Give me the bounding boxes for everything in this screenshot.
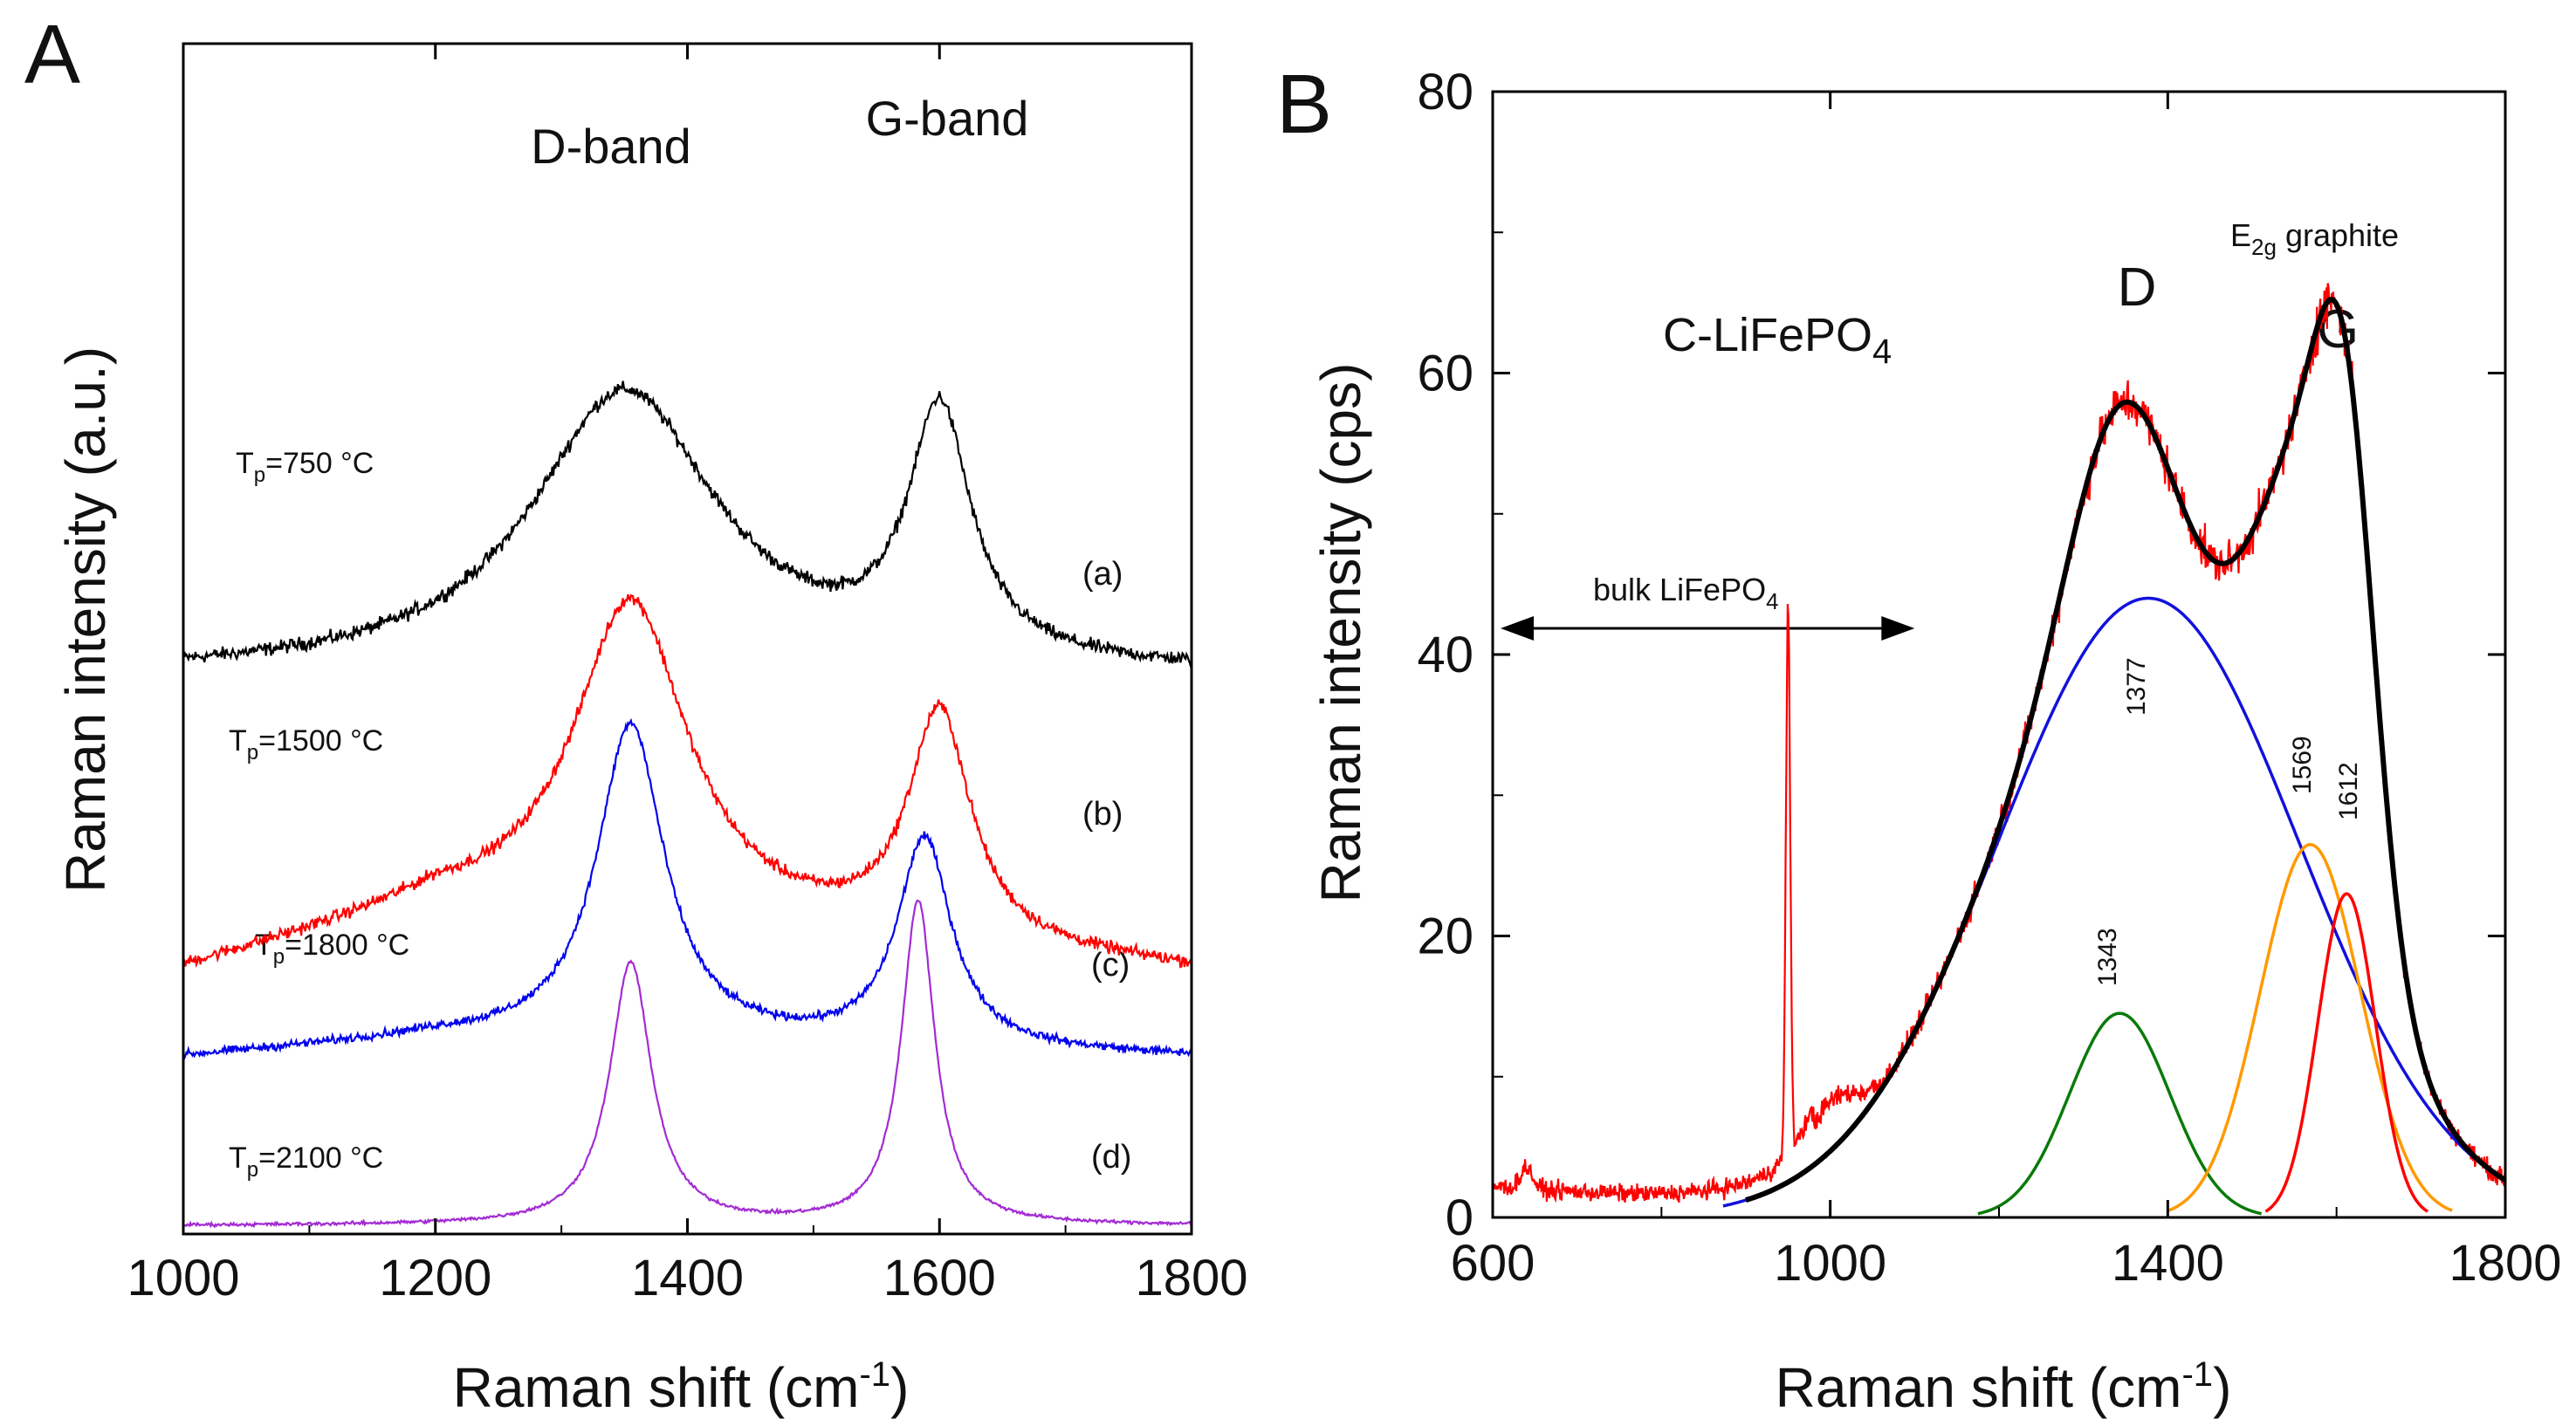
panel-a-letter: A [24,8,80,101]
panel-b-y-tick-label: 80 [1417,64,1473,120]
panel-a-x-tick-label: 1000 [127,1250,239,1306]
panel-a-series [182,380,1193,1229]
panel-a-x-tick-label: 1200 [379,1250,491,1306]
panel-b-x-tick-label: 600 [1451,1235,1535,1292]
panel-a: A Raman intensity (a.u.) Raman shift (cm… [24,8,1248,1419]
panel-a-series-line-2 [182,593,1193,969]
panel-a-x-tick-label: 1600 [883,1250,996,1306]
panel-a-series-line-4 [182,899,1192,1229]
panel-a-temp-label-c: Tp=1800 °C [255,929,409,969]
panel-a-x-axis-title-main: Raman shift (cm [453,1356,860,1419]
panel-a-d-band-label: D-band [531,119,691,174]
panel-b-component-1343 [1977,1011,2262,1216]
panel-b-component-1612 [2264,892,2429,1213]
panel-a-curve-label-d: (d) [1091,1139,1131,1176]
panel-a-x-axis-title-close: ) [890,1356,909,1419]
panel-b-x-tick-label: 1400 [2112,1235,2224,1292]
panel-a-series-line-1 [182,380,1193,669]
panel-b-y-tick-label: 0 [1446,1189,1473,1246]
panel-b-peak-label-1343: 1343 [2093,928,2122,986]
panel-b-x-axis-title-main: Raman shift (cm [1776,1356,2182,1419]
panel-b-y-tick-label: 60 [1417,346,1473,402]
panel-b: B Raman intensity (cps) Raman shift (cm-… [1276,58,2562,1419]
panel-b-component-1569 [2167,842,2453,1212]
panel-b-x-tick-label: 1000 [1774,1235,1886,1292]
panel-b-x-axis-title: Raman shift (cm-1) [1776,1355,2232,1419]
panel-b-component-1377 [1722,596,2505,1208]
panel-a-x-axis-title: Raman shift (cm-1) [453,1355,910,1419]
panel-b-plot-frame [1491,90,2507,1219]
panel-a-x-tick-label: 1400 [631,1250,744,1306]
panel-b-y-axis-title: Raman intensity (cps) [1309,363,1372,903]
panel-b-total-fit [1745,296,2507,1203]
panel-a-temp-label-a: Tp=750 °C [236,447,374,487]
panel-a-x-tick-label: 1800 [1135,1250,1247,1306]
panel-b-compound-label: C-LiFePO4 [1663,309,1892,371]
panel-b-curves [1492,283,2507,1216]
panel-a-temp-label-d: Tp=2100 °C [229,1141,383,1182]
panel-b-e2g-label: E2g graphite [2230,217,2399,260]
panel-a-x-ticks: 1000 1200 1400 1600 1800 [127,44,1248,1306]
panel-b-y-tick-label: 20 [1417,908,1473,965]
panel-a-y-axis-title: Raman intensity (a.u.) [54,346,117,893]
panel-a-curve-label-a: (a) [1082,556,1123,593]
panel-b-x-tick-label: 1800 [2449,1235,2561,1292]
panel-b-peak-label-1569: 1569 [2288,736,2317,794]
panel-b-bulk-label: bulk LiFePO4 [1593,572,1779,614]
panel-a-temp-label-b: Tp=1500 °C [229,724,383,764]
panel-b-d-label: D [2118,257,2157,318]
panel-b-bulk-range-arrow [1501,616,1915,641]
panel-b-arrow-head-right [1881,616,1915,641]
panel-a-series-line-3 [182,717,1193,1061]
panel-a-curve-label-b: (b) [1082,796,1123,833]
panel-a-g-band-label: G-band [866,91,1029,146]
panel-b-arrow-head-left [1501,616,1534,641]
panel-b-y-tick-label: 40 [1417,627,1473,683]
panel-a-x-axis-title-sup: -1 [859,1355,890,1394]
panel-b-x-axis-title-close: ) [2213,1356,2231,1419]
panel-b-x-axis-title-sup: -1 [2181,1355,2213,1394]
panel-b-ticks: 600 1000 1400 1800 0 20 40 60 80 [1417,64,2561,1292]
panel-b-peak-label-1612: 1612 [2334,762,2363,820]
panel-b-peak-label-1377: 1377 [2122,657,2151,716]
panel-b-letter: B [1276,58,1332,151]
panel-b-peak-labels: 1377 1343 1569 1612 [2093,657,2363,986]
